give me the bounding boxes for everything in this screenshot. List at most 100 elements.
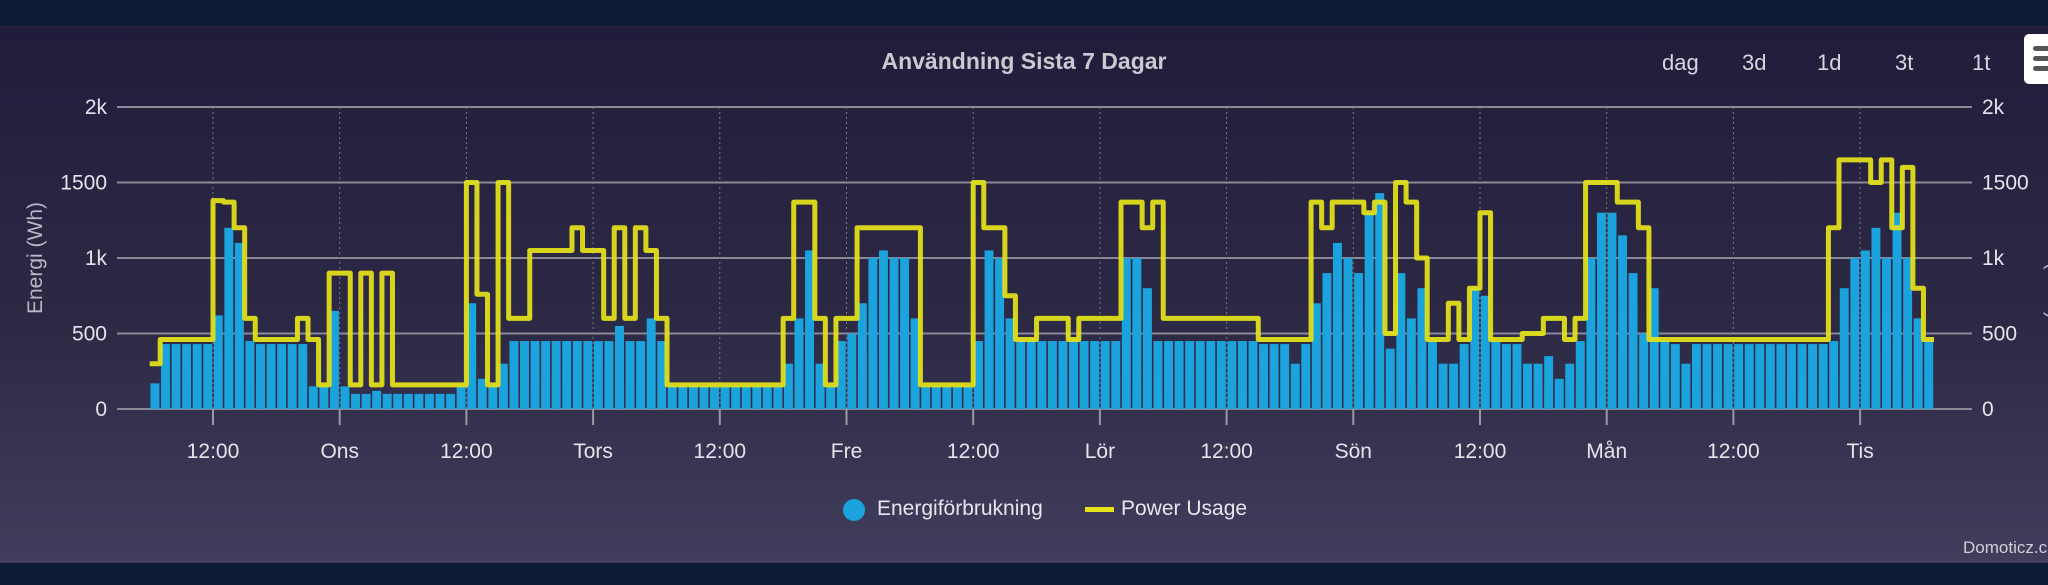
credit-link[interactable]: Domoticz.c [1963, 538, 2048, 557]
energy-bar [1322, 273, 1332, 409]
energy-bar [1428, 341, 1437, 409]
energy-bar [1047, 341, 1057, 409]
range-button-dag[interactable]: dag [1662, 50, 1699, 75]
energy-bar [1438, 363, 1448, 409]
energy-bar [456, 386, 466, 409]
energy-bar [213, 315, 223, 409]
energy-bar [952, 386, 962, 409]
energy-bar [889, 258, 899, 409]
energy-bar [1449, 363, 1459, 409]
energy-bar [1195, 341, 1205, 409]
energy-bar [1860, 250, 1870, 409]
energy-bar [1280, 344, 1290, 409]
energy-bar [1839, 288, 1849, 409]
energy-bar [245, 341, 255, 409]
energy-bar [1565, 363, 1575, 409]
energy-bar [1396, 273, 1406, 409]
energy-bar [1554, 378, 1564, 409]
energy-bar [593, 341, 603, 409]
x-tick-label: 12:00 [1200, 440, 1253, 463]
energy-bar [498, 363, 508, 409]
energy-bar [1343, 258, 1353, 409]
energy-bar [942, 386, 952, 409]
energy-bar [1480, 295, 1490, 409]
y2-tick-label: 1k [1982, 247, 2005, 270]
energy-bar [1206, 341, 1216, 409]
range-button-1t[interactable]: 1t [1972, 50, 1991, 75]
energy-bar [266, 344, 276, 409]
x-tick-label: Lör [1085, 440, 1115, 463]
energy-bar [1301, 344, 1311, 409]
energy-bar [995, 258, 1005, 409]
energy-bar [541, 341, 551, 409]
energy-bar [1037, 341, 1047, 409]
energy-bar [1734, 344, 1744, 409]
energy-bar [403, 393, 413, 409]
energy-bar [1649, 288, 1659, 409]
energy-bar [974, 341, 983, 409]
energy-bar [1164, 341, 1174, 409]
energy-bar [1882, 258, 1891, 409]
energy-bar [1375, 193, 1385, 409]
energy-bar [794, 318, 804, 409]
energy-bar [424, 393, 434, 409]
y-tick-label: 2k [85, 96, 108, 119]
energy-bar [1596, 212, 1606, 409]
energy-bar [1744, 344, 1754, 409]
energy-bar [900, 258, 910, 409]
range-button-1d[interactable]: 1d [1817, 50, 1842, 75]
energy-bar [1459, 344, 1469, 409]
energy-bar [224, 227, 234, 409]
y2-tick-label: 500 [1982, 323, 2017, 346]
energy-bar [1026, 341, 1036, 409]
energy-bar [1016, 341, 1026, 409]
energy-bar [1786, 344, 1796, 409]
energy-bar [382, 393, 392, 409]
energy-bar [1575, 341, 1585, 409]
energy-bar [836, 341, 846, 409]
range-button-3d[interactable]: 3d [1742, 50, 1767, 75]
energy-bar [1586, 258, 1596, 409]
energy-bar [1216, 341, 1226, 409]
energy-bar [984, 250, 994, 409]
energy-bar [615, 325, 624, 409]
energy-bar [1618, 235, 1628, 409]
energy-bar [1808, 344, 1818, 409]
energy-bar [868, 258, 878, 409]
energy-bar [1544, 356, 1554, 409]
energy-bar [1132, 258, 1142, 409]
energy-bar [636, 341, 646, 409]
energy-bar [182, 344, 192, 409]
energy-bar [171, 344, 181, 409]
energy-bar [340, 386, 350, 409]
energy-bar [1470, 288, 1480, 409]
chart-menu-button[interactable] [2024, 34, 2048, 84]
legend-energy-label[interactable]: Energiförbrukning [877, 497, 1043, 520]
energy-bar [519, 341, 529, 409]
energy-bar [1765, 344, 1775, 409]
energy-bar [1628, 273, 1638, 409]
energy-bar [1829, 341, 1839, 409]
energy-bar [921, 386, 931, 409]
y-tick-label: 0 [95, 398, 107, 421]
energy-bar [720, 386, 730, 409]
energy-bar [1607, 212, 1617, 409]
energy-bar [1111, 341, 1121, 409]
energy-bar [815, 363, 825, 409]
energy-bar [277, 344, 287, 409]
energy-bar [1913, 318, 1923, 409]
energy-bar [414, 393, 424, 409]
x-tick-label: Ons [320, 440, 359, 463]
energy-bar [351, 393, 361, 409]
y2-tick-label: 2k [1982, 96, 2005, 119]
energy-bar [192, 344, 202, 409]
energy-bar [1005, 318, 1015, 409]
legend-power-label[interactable]: Power Usage [1121, 497, 1248, 520]
energy-bar [1142, 288, 1152, 409]
energy-bar [1691, 344, 1701, 409]
energy-bar [446, 393, 456, 409]
range-button-3t[interactable]: 3t [1895, 50, 1914, 75]
x-tick-label: 12:00 [694, 440, 747, 463]
energy-bar [741, 386, 751, 409]
energy-bar [435, 393, 445, 409]
